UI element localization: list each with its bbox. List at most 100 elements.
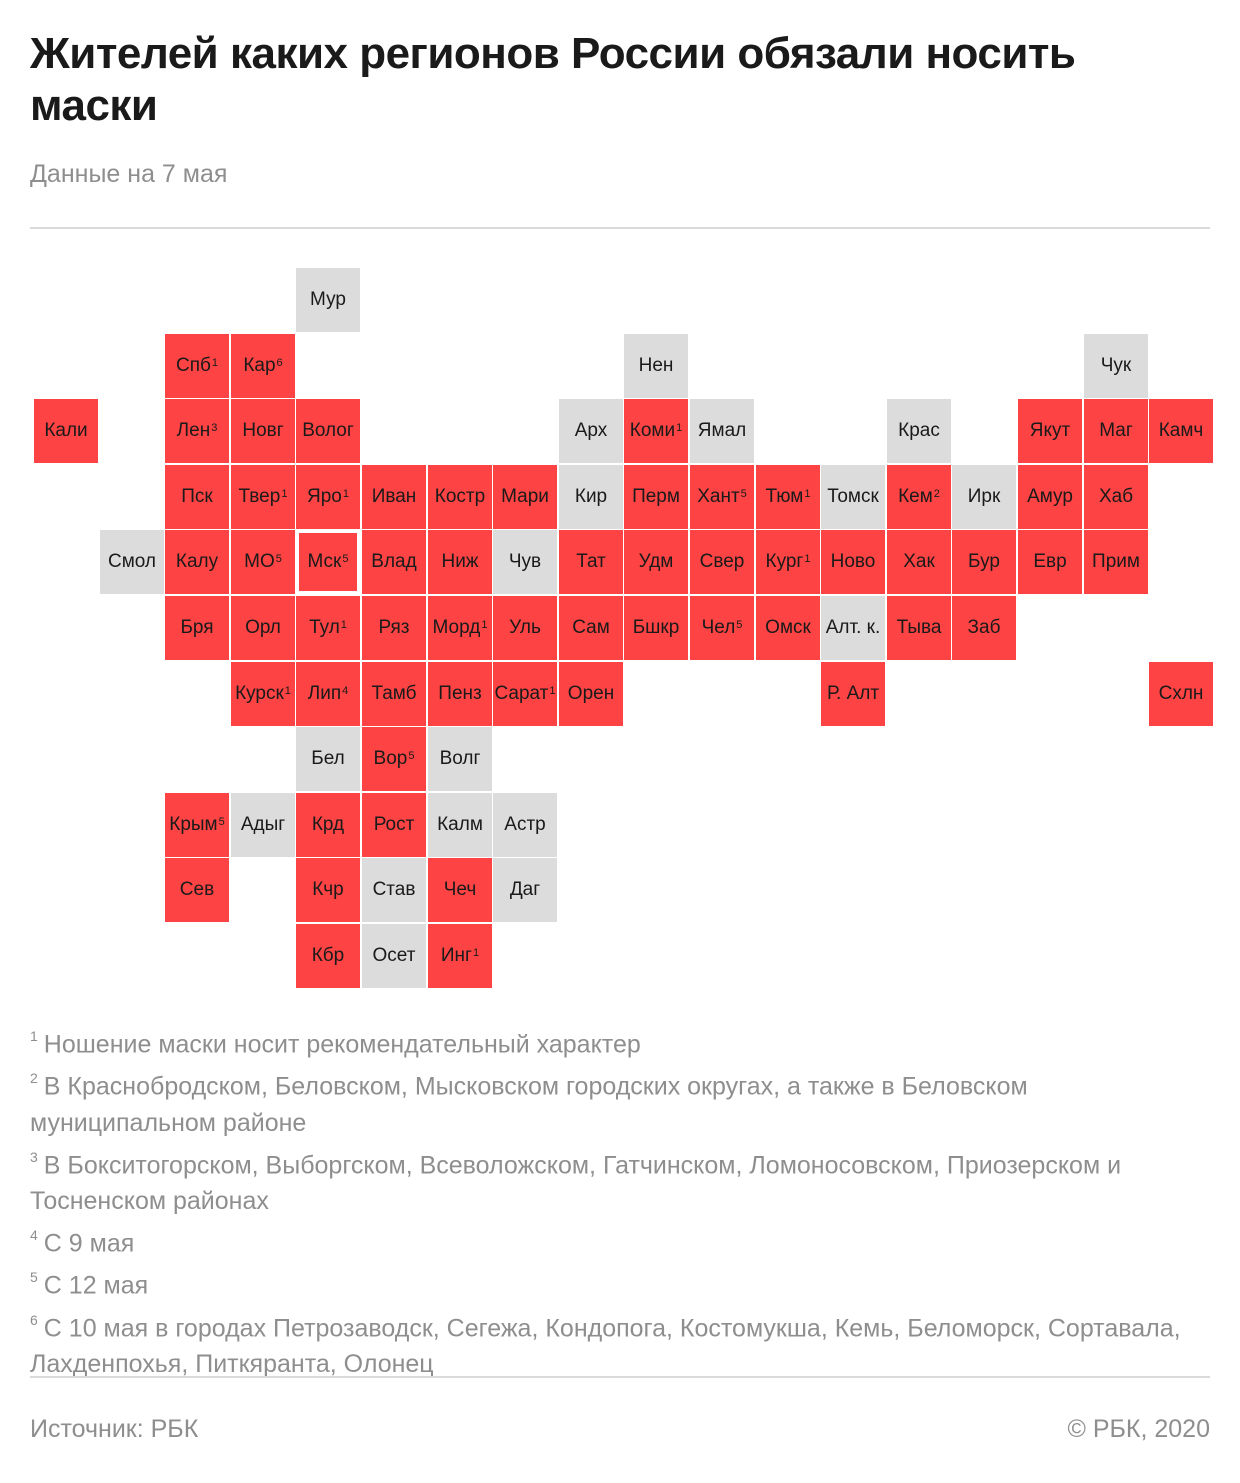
region-tile: Курск 1 — [231, 662, 295, 726]
region-tile: Схлн — [1149, 662, 1213, 726]
region-tile: Заб — [952, 596, 1016, 660]
region-label: Сев — [179, 879, 215, 900]
region-label: Перм — [632, 486, 680, 507]
footnote-number: 3 — [30, 1148, 38, 1165]
region-label: Калу — [175, 551, 219, 572]
footnote-marker: 1 — [804, 488, 811, 500]
region-label: Сам — [572, 617, 610, 638]
region-tile: Евр — [1018, 530, 1082, 594]
region-label: Курск — [235, 683, 284, 704]
region-label: Арх — [574, 420, 608, 441]
region-tile: Осет — [362, 924, 426, 988]
region-label: Пенз — [438, 683, 482, 704]
region-label: Бур — [968, 551, 1000, 572]
region-label: Кир — [574, 486, 608, 507]
region-tile: Тат — [559, 530, 623, 594]
region-label: Став — [372, 879, 416, 900]
footnote-marker: 1 — [804, 553, 811, 565]
region-label: Чел — [701, 617, 736, 638]
region-label: Тат — [576, 551, 606, 572]
region-tile: Мари — [493, 465, 557, 529]
region-tile: Ново — [821, 530, 885, 594]
footnote-marker: 5 — [408, 750, 415, 762]
region-label: Якут — [1029, 420, 1071, 441]
region-tile: МО 5 — [231, 530, 295, 594]
region-label: Омск — [765, 617, 811, 638]
region-tile: Хаб — [1084, 465, 1148, 529]
region-tile: Ниж — [428, 530, 492, 594]
region-tile: Кбр — [296, 924, 360, 988]
region-tile: Рост — [362, 793, 426, 857]
region-tile: Ряз — [362, 596, 426, 660]
region-label: Тюм — [765, 486, 804, 507]
region-label: Кбр — [311, 945, 345, 966]
region-tile: Крд — [296, 793, 360, 857]
region-tile: Тюм 1 — [756, 465, 820, 529]
region-tile: Коми 1 — [624, 399, 688, 463]
footnote-marker: 2 — [933, 488, 940, 500]
region-tile: Смол — [100, 530, 164, 594]
footnote-number: 1 — [30, 1028, 38, 1044]
footnote-number: 2 — [30, 1070, 38, 1087]
region-tile: Чеч — [428, 858, 492, 922]
region-tile: Якут — [1018, 399, 1082, 463]
region-label: Новг — [242, 420, 284, 441]
region-label: Пск — [181, 486, 213, 507]
region-tile: Свер — [690, 530, 754, 594]
footnote-marker: 1 — [676, 422, 683, 434]
footnote-marker: 5 — [218, 816, 225, 828]
region-label: Орен — [567, 683, 615, 704]
region-tile: Яро 1 — [296, 465, 360, 529]
region-tile: Вор 5 — [362, 727, 426, 791]
region-label: Ниж — [441, 551, 479, 572]
copyright-label: © РБК, 2020 — [1067, 1415, 1210, 1443]
footnote-marker: 1 — [549, 685, 556, 697]
region-label: Рост — [373, 814, 415, 835]
region-tile: Иван — [362, 465, 426, 529]
region-tile: Орл — [231, 596, 295, 660]
footnote-marker: 5 — [342, 553, 349, 565]
region-tile: Адыг — [231, 793, 295, 857]
footnote-marker: 1 — [472, 947, 480, 959]
region-tile: Тул 1 — [296, 596, 360, 660]
region-label: МО — [244, 551, 275, 572]
region-label: Осет — [372, 945, 416, 966]
region-label: Нен — [638, 355, 674, 376]
footnote-marker: 1 — [342, 488, 349, 500]
region-label: Лип — [307, 683, 342, 704]
region-tile: Томск — [821, 465, 885, 529]
region-label: Мур — [310, 289, 346, 310]
region-tile: Даг — [493, 858, 557, 922]
region-tile: Морд 1 — [428, 596, 492, 660]
region-label: Кург — [765, 551, 804, 572]
region-tile: Кург 1 — [756, 530, 820, 594]
footnote: 1 Ношение маски носит рекомендательный ха… — [30, 1020, 1215, 1062]
footnote-text: С 10 мая в городах Петрозаводск, Сегежа,… — [30, 1313, 1181, 1378]
footnote-number: 4 — [30, 1226, 38, 1243]
source-label: Источник: РБК — [30, 1415, 199, 1443]
footnote-marker: 6 — [276, 357, 283, 369]
region-label: Крым — [169, 814, 218, 835]
region-label: Хаб — [1098, 486, 1134, 507]
region-label: Смол — [107, 551, 157, 572]
footnotes: 1 Ношение маски носит рекомендательный ха… — [30, 1020, 1215, 1382]
region-tile: Бел — [296, 727, 360, 791]
footnote-marker: 1 — [340, 619, 347, 631]
footnote-marker: 1 — [211, 357, 219, 369]
region-label: Ирк — [967, 486, 1001, 507]
footnote-text: С 9 мая — [43, 1229, 135, 1258]
region-label: Схлн — [1158, 683, 1204, 704]
region-tile: Калм — [428, 793, 492, 857]
region-tile: Тамб — [362, 662, 426, 726]
region-label: Уль — [509, 617, 541, 638]
region-label: Орл — [245, 617, 281, 638]
region-label: Бшкр — [632, 617, 680, 638]
region-tile: Мск 5 — [296, 530, 360, 594]
region-tile: Арх — [559, 399, 623, 463]
region-label: Маг — [1099, 420, 1133, 441]
footnote: 4 С 9 мая — [30, 1219, 1215, 1261]
region-label: Коми — [629, 420, 676, 441]
region-label: Тыва — [896, 617, 942, 638]
footnote-marker: 1 — [281, 488, 288, 500]
